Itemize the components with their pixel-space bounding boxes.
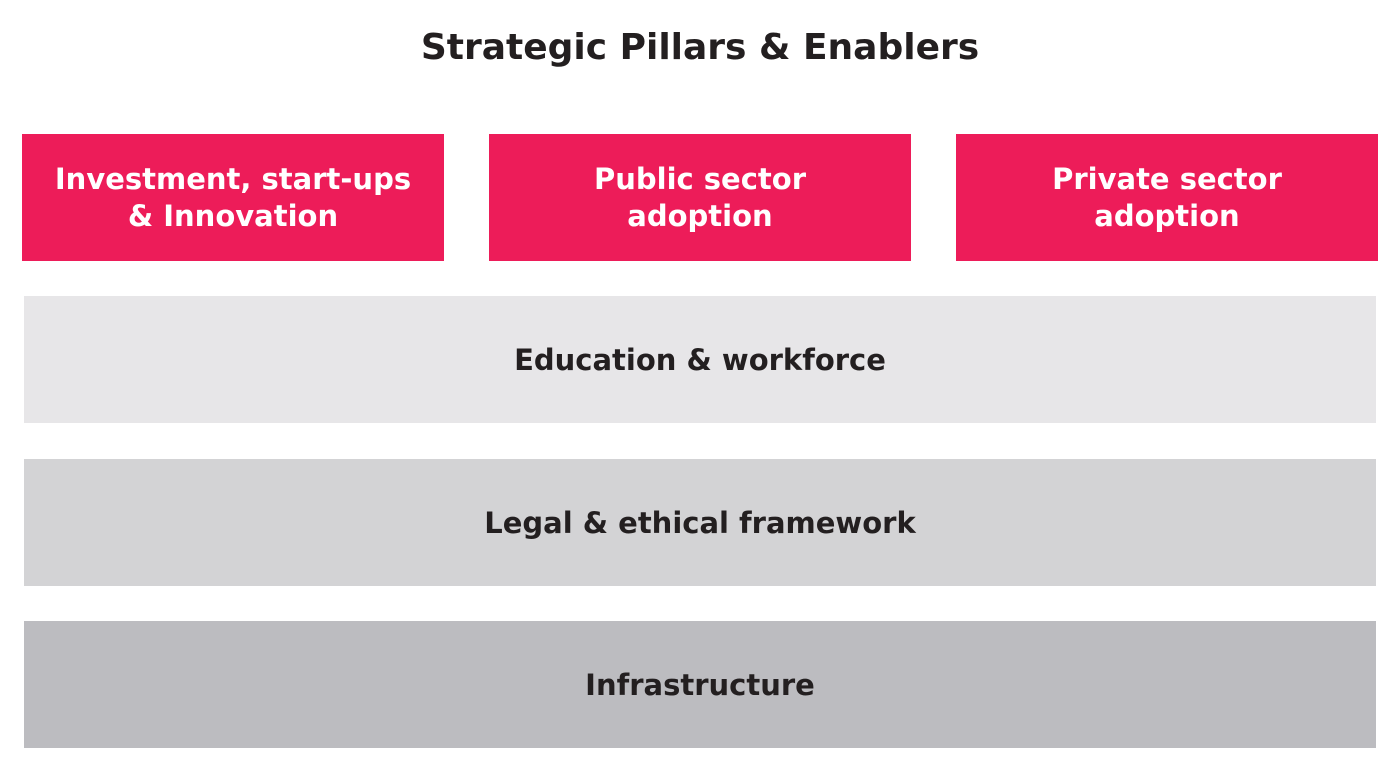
enabler-legal-ethical-framework: Legal & ethical framework xyxy=(24,459,1376,586)
enabler-label: Legal & ethical framework xyxy=(484,505,916,540)
pillar-private-sector-adoption: Private sector adoption xyxy=(956,134,1378,261)
pillar-label: Investment, start-ups & Innovation xyxy=(55,161,411,235)
pillar-public-sector-adoption: Public sector adoption xyxy=(489,134,911,261)
pillar-label: Public sector adoption xyxy=(593,161,807,233)
pillar-investment-startups-innovation: Investment, start-ups & Innovation xyxy=(22,134,444,261)
pillar-label-line-1: Investment, start-ups xyxy=(54,161,412,196)
enabler-infrastructure: Infrastructure xyxy=(24,621,1376,748)
pillar-label-line-2: & Innovation xyxy=(127,198,339,233)
enabler-label: Infrastructure xyxy=(585,667,815,702)
enabler-education-workforce: Education & workforce xyxy=(24,296,1376,423)
enabler-label: Education & workforce xyxy=(514,342,886,377)
diagram-title: Strategic Pillars & Enablers xyxy=(420,27,980,68)
pillar-label: Private sector adoption xyxy=(1052,161,1282,233)
